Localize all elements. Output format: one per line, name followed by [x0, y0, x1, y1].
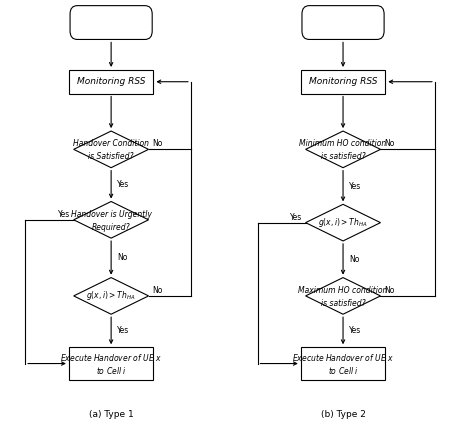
Bar	[69, 347, 153, 380]
Text: No: No	[384, 139, 394, 148]
Text: $g(x, i) > Th_{HA}$: $g(x, i) > Th_{HA}$	[86, 289, 136, 302]
Text: $g(x, i) > Th_{HA}$: $g(x, i) > Th_{HA}$	[318, 216, 368, 229]
Text: Yes: Yes	[117, 326, 129, 335]
Text: Yes: Yes	[58, 210, 70, 219]
Polygon shape	[306, 131, 381, 168]
Text: to Cell $i$: to Cell $i$	[328, 365, 358, 376]
Text: No: No	[152, 139, 162, 148]
Text: No: No	[349, 255, 359, 264]
Text: No: No	[384, 286, 394, 295]
Text: Yes: Yes	[349, 181, 361, 191]
Bar	[301, 347, 385, 380]
Text: Yes: Yes	[117, 180, 129, 189]
Text: Minimum HO condition: Minimum HO condition	[299, 139, 386, 148]
Text: (a) Type 1: (a) Type 1	[89, 410, 134, 419]
Text: Yes: Yes	[290, 213, 302, 221]
Text: (b) Type 2: (b) Type 2	[320, 410, 365, 419]
Text: No: No	[117, 253, 127, 263]
Polygon shape	[74, 278, 149, 314]
Text: Monitoring RSS: Monitoring RSS	[77, 77, 146, 86]
Text: Execute Handover of UE $x$: Execute Handover of UE $x$	[292, 352, 394, 363]
Text: Yes: Yes	[349, 326, 361, 335]
Text: No: No	[152, 286, 162, 295]
Text: Required?: Required?	[92, 223, 130, 232]
Bar	[301, 70, 385, 94]
Text: Handover is Urgently: Handover is Urgently	[71, 210, 151, 219]
Polygon shape	[74, 201, 149, 238]
Text: is satisfied?: is satisfied?	[321, 299, 365, 308]
Polygon shape	[306, 278, 381, 314]
Text: is satisfied?: is satisfied?	[321, 152, 365, 161]
Polygon shape	[306, 204, 381, 241]
Text: is Satisfied?: is Satisfied?	[89, 152, 134, 161]
Text: Execute Handover of UE $x$: Execute Handover of UE $x$	[60, 352, 162, 363]
Text: Handover Condition: Handover Condition	[73, 139, 149, 148]
Text: Monitoring RSS: Monitoring RSS	[309, 77, 377, 86]
FancyBboxPatch shape	[302, 6, 384, 39]
Text: to Cell $i$: to Cell $i$	[96, 365, 127, 376]
Text: Maximum HO condition: Maximum HO condition	[298, 286, 388, 295]
Polygon shape	[74, 131, 149, 168]
FancyBboxPatch shape	[70, 6, 152, 39]
Bar	[69, 70, 153, 94]
